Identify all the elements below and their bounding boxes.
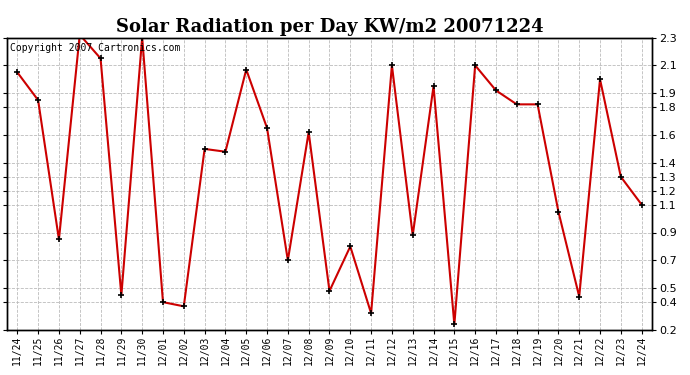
Title: Solar Radiation per Day KW/m2 20071224: Solar Radiation per Day KW/m2 20071224 bbox=[116, 18, 543, 36]
Text: Copyright 2007 Cartronics.com: Copyright 2007 Cartronics.com bbox=[10, 44, 181, 53]
